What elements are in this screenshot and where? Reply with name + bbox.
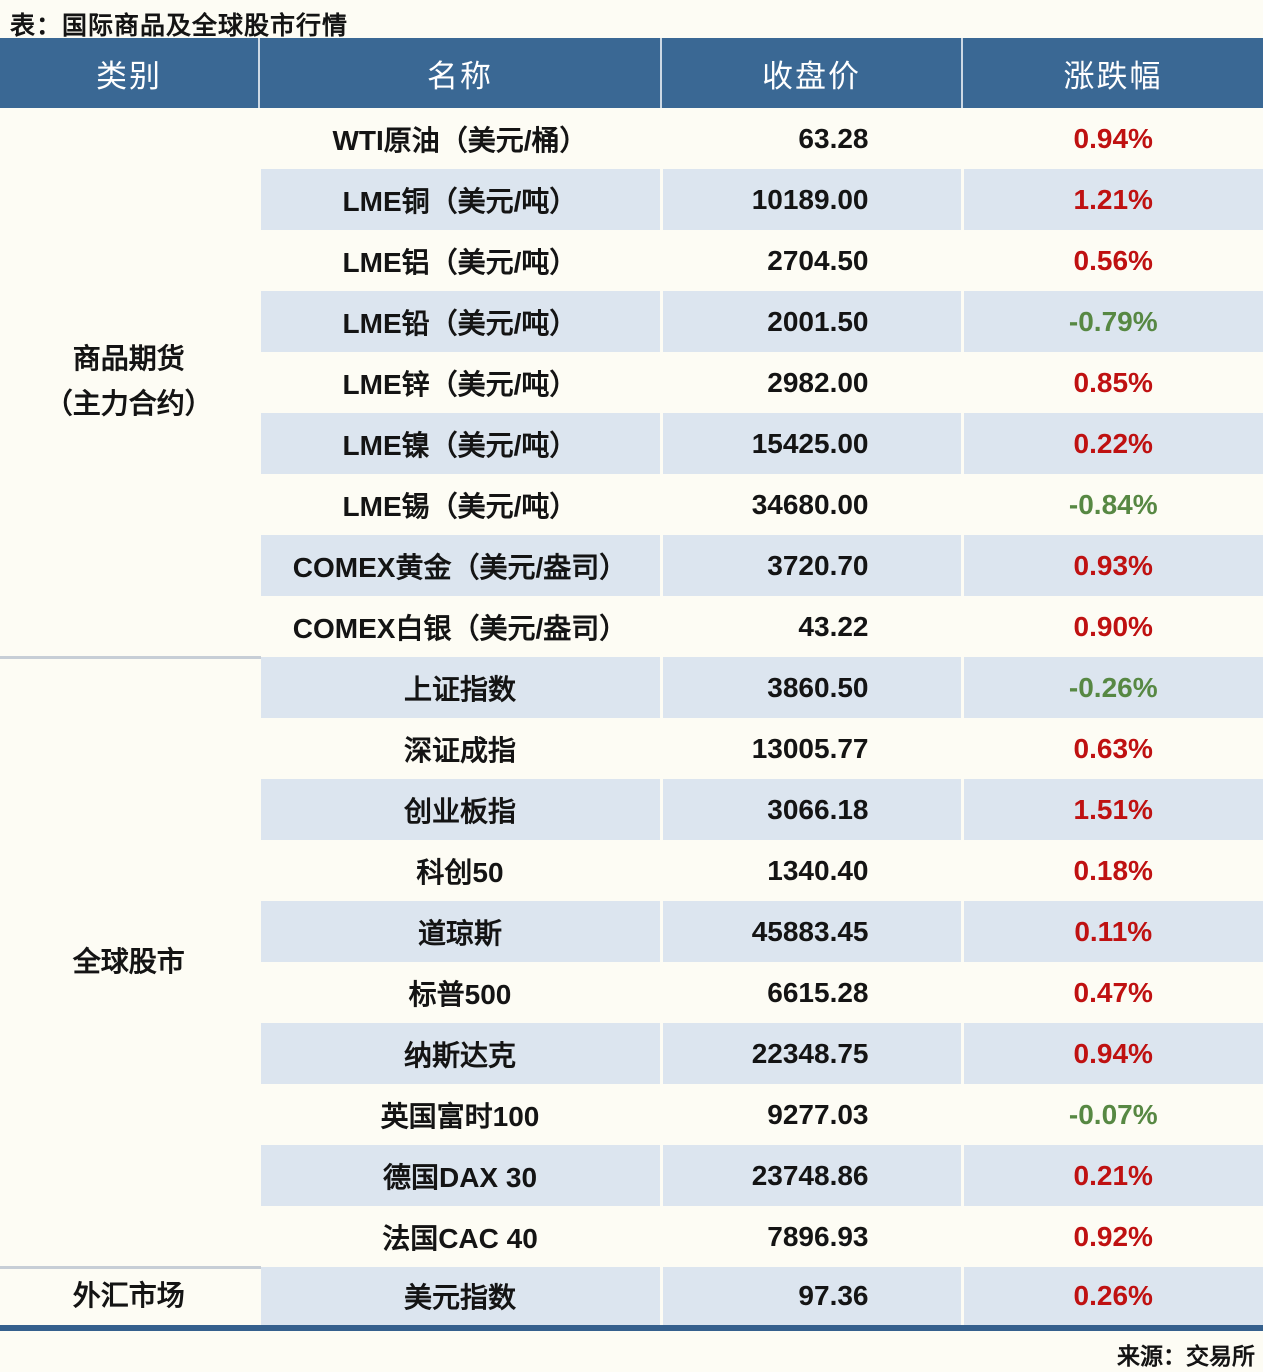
- instrument-name: 科创50: [257, 840, 661, 901]
- header-change-pct: 涨跌幅: [961, 38, 1263, 108]
- change-percent: 0.22%: [960, 413, 1263, 474]
- close-price: 22348.75: [659, 1023, 962, 1084]
- change-percent: 0.21%: [960, 1145, 1263, 1206]
- instrument-name: COMEX白银（美元/盎司）: [257, 596, 661, 657]
- header-category: 类别: [0, 38, 259, 108]
- close-price: 3720.70: [659, 535, 962, 596]
- change-percent: 0.11%: [960, 901, 1263, 962]
- instrument-name: LME铅（美元/吨）: [257, 291, 661, 352]
- quote-table: 类别 名称 收盘价 涨跌幅 商品期货 （主力合约） WTI原油（美元/桶） 63.2…: [0, 38, 1263, 1331]
- instrument-name: LME镍（美元/吨）: [257, 413, 661, 474]
- instrument-name: 法国CAC 40: [257, 1206, 661, 1267]
- instrument-name: 美元指数: [257, 1267, 661, 1328]
- instrument-name: 深证成指: [257, 718, 661, 779]
- table-row: LME锡（美元/吨） 34680.00 -0.84%: [0, 474, 1263, 535]
- change-percent: 1.21%: [960, 169, 1263, 230]
- table-row: COMEX白银（美元/盎司） 43.22 0.90%: [0, 596, 1263, 657]
- change-percent: 1.51%: [960, 779, 1263, 840]
- close-price: 45883.45: [659, 901, 962, 962]
- category-cell: 商品期货 （主力合约）: [0, 108, 259, 659]
- table-row: 纳斯达克 22348.75 0.94%: [0, 1023, 1263, 1084]
- change-percent: -0.26%: [960, 657, 1263, 718]
- close-price: 6615.28: [659, 962, 962, 1023]
- table-row: 英国富时100 9277.03 -0.07%: [0, 1084, 1263, 1145]
- header-row: 类别 名称 收盘价 涨跌幅: [0, 38, 1263, 108]
- change-percent: 0.85%: [960, 352, 1263, 413]
- close-price: 97.36: [659, 1267, 962, 1328]
- instrument-name: 标普500: [257, 962, 661, 1023]
- instrument-name: 纳斯达克: [257, 1023, 661, 1084]
- table-row: LME铜（美元/吨） 10189.00 1.21%: [0, 169, 1263, 230]
- change-percent: 0.93%: [960, 535, 1263, 596]
- close-price: 34680.00: [659, 474, 962, 535]
- instrument-name: COMEX黄金（美元/盎司）: [257, 535, 661, 596]
- table-row: 全球股市 上证指数 3860.50 -0.26%: [0, 657, 1263, 1269]
- close-price: 2982.00: [659, 352, 962, 413]
- change-percent: 0.18%: [960, 840, 1263, 901]
- table-row: 创业板指 3066.18 1.51%: [0, 779, 1263, 840]
- table-row: 深证成指 13005.77 0.63%: [0, 718, 1263, 779]
- instrument-name: 德国DAX 30: [257, 1145, 661, 1206]
- table-row: LME镍（美元/吨） 15425.00 0.22%: [0, 413, 1263, 474]
- close-price: 3066.18: [659, 779, 962, 840]
- table-row: 外汇市场 美元指数 97.36 0.26%: [0, 1267, 1263, 1328]
- header-close-price: 收盘价: [660, 38, 962, 108]
- instrument-name: LME铝（美元/吨）: [257, 230, 661, 291]
- change-percent: 0.47%: [960, 962, 1263, 1023]
- source-note: 来源：交易所: [1117, 1343, 1255, 1369]
- change-percent: 0.90%: [960, 596, 1263, 657]
- table-row: 道琼斯 45883.45 0.11%: [0, 901, 1263, 962]
- close-price: 1340.40: [659, 840, 962, 901]
- instrument-name: 英国富时100: [257, 1084, 661, 1145]
- instrument-name: LME铜（美元/吨）: [257, 169, 661, 230]
- close-price: 10189.00: [659, 169, 962, 230]
- table-row: LME锌（美元/吨） 2982.00 0.85%: [0, 352, 1263, 413]
- close-price: 63.28: [659, 108, 962, 169]
- close-price: 13005.77: [659, 718, 962, 779]
- close-price: 43.22: [659, 596, 962, 657]
- close-price: 23748.86: [659, 1145, 962, 1206]
- change-percent: -0.84%: [960, 474, 1263, 535]
- page-title: 表：国际商品及全球股市行情: [10, 12, 349, 40]
- table-row: 法国CAC 40 7896.93 0.92%: [0, 1206, 1263, 1267]
- close-price: 2001.50: [659, 291, 962, 352]
- change-percent: 0.94%: [960, 108, 1263, 169]
- table-row: 商品期货 （主力合约） WTI原油（美元/桶） 63.28 0.94%: [0, 108, 1263, 659]
- change-percent: 0.26%: [960, 1267, 1263, 1328]
- change-percent: 0.94%: [960, 1023, 1263, 1084]
- change-percent: 0.63%: [960, 718, 1263, 779]
- table-row: COMEX黄金（美元/盎司） 3720.70 0.93%: [0, 535, 1263, 596]
- table-header: 类别 名称 收盘价 涨跌幅: [0, 38, 1263, 108]
- instrument-name: 上证指数: [257, 657, 661, 718]
- header-name: 名称: [258, 38, 661, 108]
- change-percent: -0.07%: [960, 1084, 1263, 1145]
- close-price: 3860.50: [659, 657, 962, 718]
- instrument-name: LME锌（美元/吨）: [257, 352, 661, 413]
- instrument-name: WTI原油（美元/桶）: [257, 108, 661, 169]
- close-price: 7896.93: [659, 1206, 962, 1267]
- category-cell: 外汇市场: [72, 1280, 185, 1312]
- instrument-name: 道琼斯: [257, 901, 661, 962]
- close-price: 9277.03: [659, 1084, 962, 1145]
- change-percent: 0.92%: [960, 1206, 1263, 1267]
- table-row: 标普500 6615.28 0.47%: [0, 962, 1263, 1023]
- table-body: 商品期货 （主力合约） WTI原油（美元/桶） 63.28 0.94% LME铜（美元/…: [0, 108, 1263, 1328]
- category-cell: 全球股市: [0, 657, 259, 1269]
- close-price: 15425.00: [659, 413, 962, 474]
- table-row: LME铅（美元/吨） 2001.50 -0.79%: [0, 291, 1263, 352]
- change-percent: 0.56%: [960, 230, 1263, 291]
- instrument-name: 创业板指: [257, 779, 661, 840]
- close-price: 2704.50: [659, 230, 962, 291]
- table-row: LME铝（美元/吨） 2704.50 0.56%: [0, 230, 1263, 291]
- table-row: 德国DAX 30 23748.86 0.21%: [0, 1145, 1263, 1206]
- instrument-name: LME锡（美元/吨）: [257, 474, 661, 535]
- table-row: 科创50 1340.40 0.18%: [0, 840, 1263, 901]
- change-percent: -0.79%: [960, 291, 1263, 352]
